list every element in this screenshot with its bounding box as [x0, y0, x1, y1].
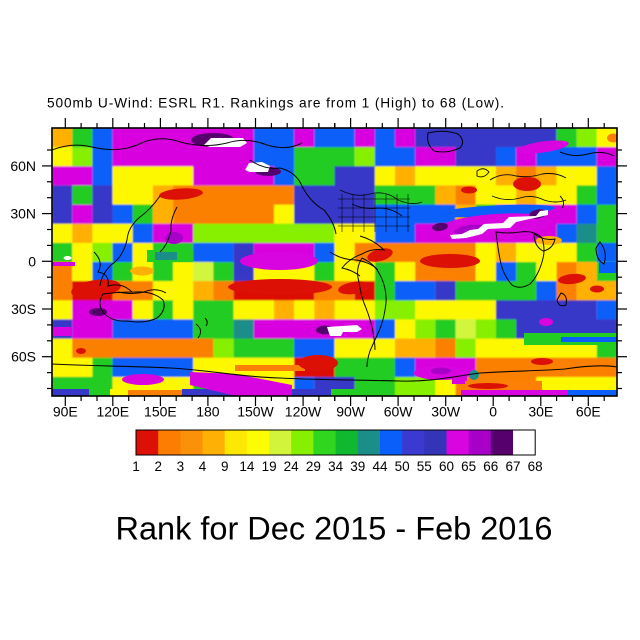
- svg-text:150W: 150W: [237, 404, 274, 420]
- svg-text:30W: 30W: [431, 404, 461, 420]
- svg-text:39: 39: [350, 459, 365, 474]
- svg-text:60E: 60E: [576, 404, 601, 420]
- svg-text:30E: 30E: [528, 404, 553, 420]
- svg-text:29: 29: [306, 459, 321, 474]
- svg-text:34: 34: [328, 459, 344, 474]
- svg-text:68: 68: [528, 459, 543, 474]
- svg-text:4: 4: [199, 459, 207, 474]
- svg-text:65: 65: [461, 459, 476, 474]
- svg-text:67: 67: [505, 459, 520, 474]
- svg-text:50: 50: [395, 459, 410, 474]
- svg-text:90W: 90W: [336, 404, 366, 420]
- svg-text:3: 3: [177, 459, 185, 474]
- svg-text:14: 14: [239, 459, 255, 474]
- svg-text:500mb U-Wind: ESRL R1. Ranking: 500mb U-Wind: ESRL R1. Rankings are from…: [47, 96, 504, 111]
- svg-text:60N: 60N: [10, 158, 36, 174]
- svg-text:60S: 60S: [11, 349, 36, 365]
- svg-text:180: 180: [196, 404, 220, 420]
- svg-text:30N: 30N: [10, 206, 36, 222]
- svg-text:2: 2: [154, 459, 162, 474]
- svg-text:66: 66: [483, 459, 498, 474]
- svg-text:120W: 120W: [285, 404, 322, 420]
- svg-text:60W: 60W: [384, 404, 414, 420]
- svg-text:150E: 150E: [144, 404, 177, 420]
- svg-text:90E: 90E: [53, 404, 78, 420]
- svg-text:60: 60: [439, 459, 454, 474]
- svg-text:24: 24: [284, 459, 300, 474]
- svg-text:Rank for Dec 2015 - Feb 2016: Rank for Dec 2015 - Feb 2016: [116, 511, 553, 547]
- svg-text:0: 0: [28, 253, 36, 269]
- svg-text:120E: 120E: [96, 404, 129, 420]
- svg-text:44: 44: [372, 459, 388, 474]
- svg-text:19: 19: [262, 459, 277, 474]
- svg-text:30S: 30S: [11, 301, 36, 317]
- svg-text:1: 1: [132, 459, 140, 474]
- svg-text:0: 0: [489, 404, 497, 420]
- svg-text:55: 55: [417, 459, 432, 474]
- svg-text:9: 9: [221, 459, 229, 474]
